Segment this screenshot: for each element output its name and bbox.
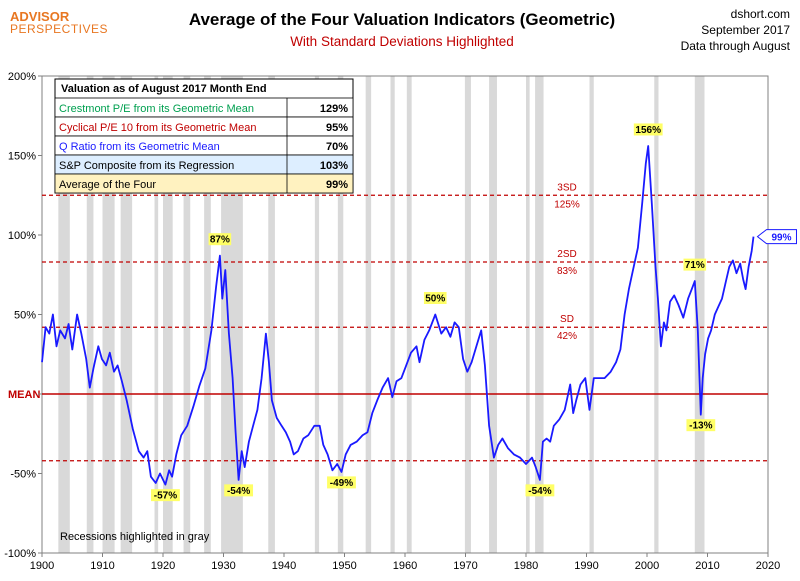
table-row-value: 129% [320,103,348,115]
annotations: 87% -57% -54% -49% 50% -54% 156% 71% -13% 99% [151,123,797,502]
x-tick-label: 1930 [211,560,235,572]
source-label: dshort.com [731,7,790,21]
x-tick-label: 1970 [453,560,477,572]
recession-band [589,76,594,553]
recession-band [535,76,544,553]
x-tick-label: 1980 [514,560,538,572]
logo-line1: ADVISOR [10,9,70,24]
y-tick-label: 50% [14,310,36,322]
annotation-label: 156% [635,125,661,136]
recession-band [337,76,344,553]
table-row [54,173,354,194]
y-tick-label: -100% [4,548,36,560]
recession-band [204,76,211,553]
x-tick-label: 1950 [332,560,356,572]
table-row-label: Cyclical P/E 10 from its Geometric Mean [59,122,256,134]
recession-band [268,76,275,553]
table-row-value: 99% [326,179,348,191]
annotation-bg [686,419,716,432]
y-tick-label: 100% [8,230,36,242]
y-tick-label: 200% [8,71,36,83]
x-tick-label: 1900 [30,560,54,572]
annotation-bg [327,476,356,489]
annotation-bg [633,123,663,136]
chart-subtitle: With Standard Deviations Highlighted [290,34,514,49]
table-row-value: 70% [326,141,348,153]
sd-label: SD [560,314,574,325]
annotation-label: 87% [210,235,230,246]
x-tick-label: 1990 [574,560,598,572]
annotation-label: 71% [685,260,705,271]
recession-bands [58,76,705,553]
data-through-label: Data through August [681,39,791,53]
date-label: September 2017 [701,23,790,37]
annotation-bg [525,484,555,497]
recession-band [163,76,173,553]
sd-label: 3SD [557,182,576,193]
annotation-bg [208,233,232,246]
y-tick-label: -50% [10,469,36,481]
mean-label: MEAN [8,389,40,401]
annotation-label: -54% [528,486,551,497]
recession-band [390,76,395,553]
recession-band [464,76,471,553]
recession-band [314,76,320,553]
reference-lines: MEAN SD 42% 2SD 83% 3SD 125% [8,182,768,462]
table-row-value: 95% [326,122,348,134]
recession-band [154,76,159,553]
x-tick-label: 2000 [635,560,659,572]
sd-label: 2SD [557,249,576,260]
current-value-callout [756,229,797,245]
annotation-label: -49% [330,478,353,489]
sd-value-label: 83% [557,266,577,277]
recession-band [365,76,372,553]
x-tick-label: 1910 [90,560,114,572]
recession-note: Recessions highlighted in gray [60,531,210,543]
recession-band [183,76,191,553]
current-value-label: 99% [771,233,791,244]
chart-title: Average of the Four Valuation Indicators… [189,10,615,29]
x-tick-label: 2010 [695,560,719,572]
annotation-label: 50% [425,294,445,305]
table-row-label: Q Ratio from its Geometric Mean [59,141,220,153]
x-tick-label: 1960 [393,560,417,572]
recession-band [58,76,70,553]
axes: 1900 1910 1920 1930 1940 1950 1960 1970 1980 1990… [4,71,780,572]
recession-band [654,76,659,553]
recession-band [86,76,94,553]
annotation-bg [423,292,447,304]
series-layer [41,145,755,486]
table-row-value: 103% [320,160,348,172]
recession-band [120,76,133,553]
series-line [41,145,755,486]
annotation-label: -54% [227,486,250,497]
annotation-bg [683,258,707,271]
sd-value-label: 42% [557,331,577,342]
recession-band [694,76,705,553]
x-tick-label: 1940 [272,560,296,572]
annotation-bg [151,489,180,502]
annotation-bg [224,484,254,497]
sd-value-label: 125% [554,199,580,210]
table-row-label: Average of the Four [59,179,156,191]
recession-band [526,76,530,553]
logo: ADVISOR PERSPECTIVES [10,9,108,36]
logo-line2: PERSPECTIVES [10,22,108,36]
recession-band [489,76,497,553]
recession-band [406,76,412,553]
x-tick-label: 2020 [756,560,780,572]
valuation-table: Valuation as of August 2017 Month End Cre… [54,78,354,194]
annotation-label: -13% [689,421,712,432]
table-row-label: Crestmont P/E from its Geometric Mean [59,103,254,115]
x-tick-label: 1920 [151,560,175,572]
table-row-label: S&P Composite from its Regression [59,160,234,172]
y-tick-label: 150% [8,151,36,163]
table-header: Valuation as of August 2017 Month End [61,83,267,95]
annotation-label: -57% [154,491,177,502]
